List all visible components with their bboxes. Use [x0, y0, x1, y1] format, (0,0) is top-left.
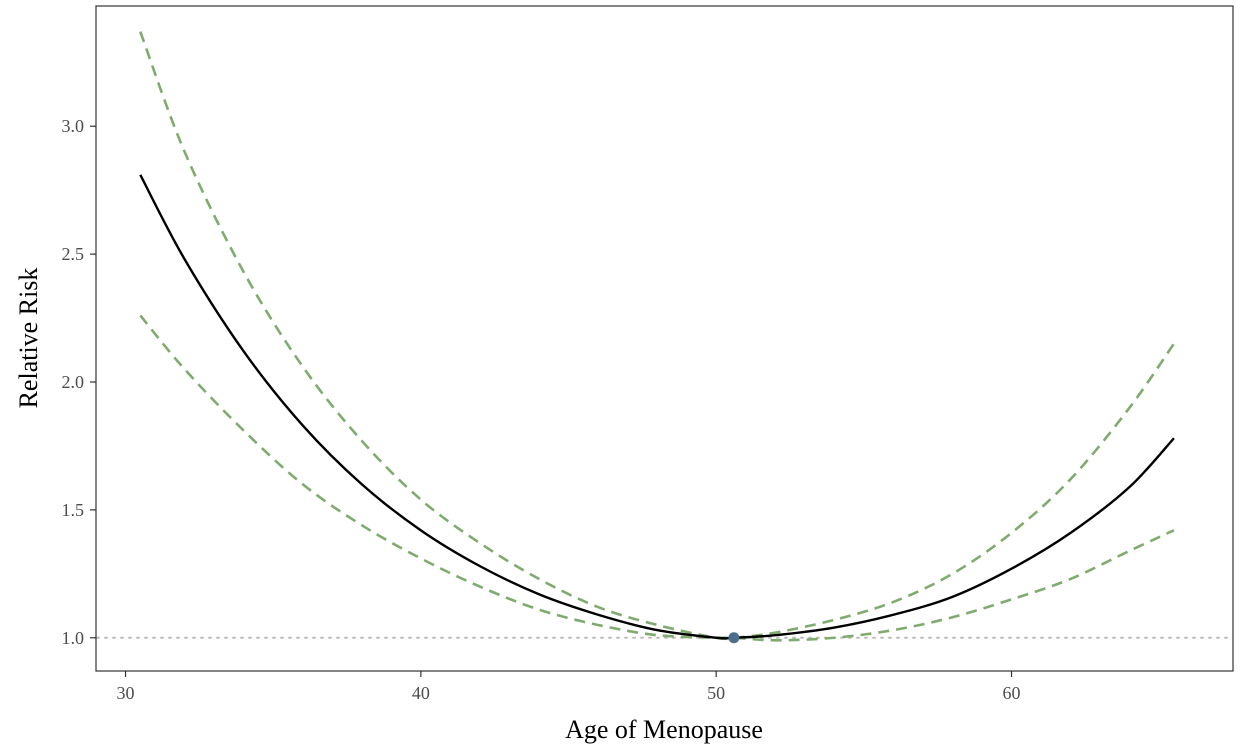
x-tick-label: 50: [707, 683, 725, 703]
y-axis-title: Relative Risk: [14, 268, 43, 409]
x-tick-label: 30: [117, 683, 135, 703]
reference-point: [728, 632, 740, 644]
y-tick-label: 3.0: [62, 116, 85, 136]
series-line-lower: [139, 314, 1175, 642]
series-line-estimate: [139, 174, 1175, 640]
y-axis: 1.0 1.5 2.0 2.5 3.0: [62, 116, 96, 648]
series-line-upper: [139, 31, 1176, 641]
point-layer: [728, 632, 740, 644]
y-tick-label: 1.0: [62, 628, 85, 648]
x-axis-title: Age of Menopause: [565, 715, 763, 744]
x-tick-label: 60: [1003, 683, 1021, 703]
x-axis: 30 40 50 60: [117, 671, 1021, 703]
y-tick-label: 1.5: [62, 500, 85, 520]
y-tick-label: 2.0: [62, 372, 85, 392]
x-tick-label: 40: [412, 683, 430, 703]
series-layer: [139, 31, 1176, 642]
y-tick-label: 2.5: [62, 244, 85, 264]
plot-panel-border: [95, 5, 1234, 672]
